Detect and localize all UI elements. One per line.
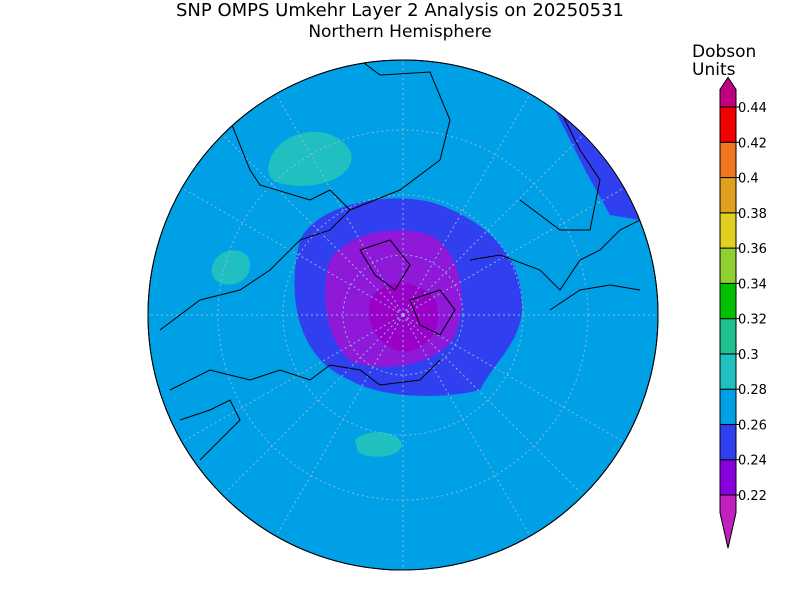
colorbar-band: [719, 459, 737, 496]
colorbar-tick-label: 0.22: [738, 489, 767, 504]
contour-region: [355, 432, 402, 457]
contour-region: [369, 283, 439, 352]
contour-region: [211, 250, 250, 285]
colorbar-band: [719, 353, 737, 390]
colorbar-tick-label: 0.3: [738, 348, 759, 363]
colorbar-tick-label: 0.24: [738, 454, 767, 469]
colorbar-extension: [719, 494, 737, 549]
colorbar-units: Dobson: [692, 42, 756, 62]
colorbar-tick-label: 0.4: [738, 172, 759, 187]
colorbar-extension: [719, 76, 737, 108]
colorbar-band: [719, 247, 737, 284]
colorbar-band: [719, 282, 737, 320]
coastlines: [159, 60, 641, 461]
subtitle: Northern Hemisphere: [308, 22, 491, 42]
graticule: [148, 60, 658, 570]
colorbar-band: [719, 423, 737, 461]
colorbar-tick-label: 0.42: [738, 136, 767, 151]
colorbar-band: [719, 177, 737, 214]
colorbar-band: [719, 388, 737, 425]
colorbar-tick-label: 0.28: [738, 383, 767, 398]
colorbar-band: [719, 212, 737, 249]
colorbar-tick-label: 0.32: [738, 313, 767, 328]
colorbar: Dobson Units 0.22 0.24 0.26 0.28 0.3 0.32 0.34…: [692, 42, 767, 549]
map: [147, 59, 659, 571]
colorbar-band: [719, 141, 737, 179]
colorbar-tick-label: 0.38: [738, 207, 767, 222]
contour-region: [555, 110, 640, 220]
colorbar-tick-label: 0.34: [738, 277, 767, 292]
colorbar-units: Units: [692, 60, 736, 80]
colorbar-tick-label: 0.44: [738, 101, 767, 116]
colorbar-tick-label: 0.36: [738, 242, 767, 257]
colorbar-band: [719, 106, 737, 143]
contour-region: [268, 131, 352, 186]
colorbar-band: [719, 318, 737, 355]
title: SNP OMPS Umkehr Layer 2 Analysis on 2025…: [176, 0, 624, 21]
colorbar-tick-label: 0.26: [738, 418, 767, 433]
